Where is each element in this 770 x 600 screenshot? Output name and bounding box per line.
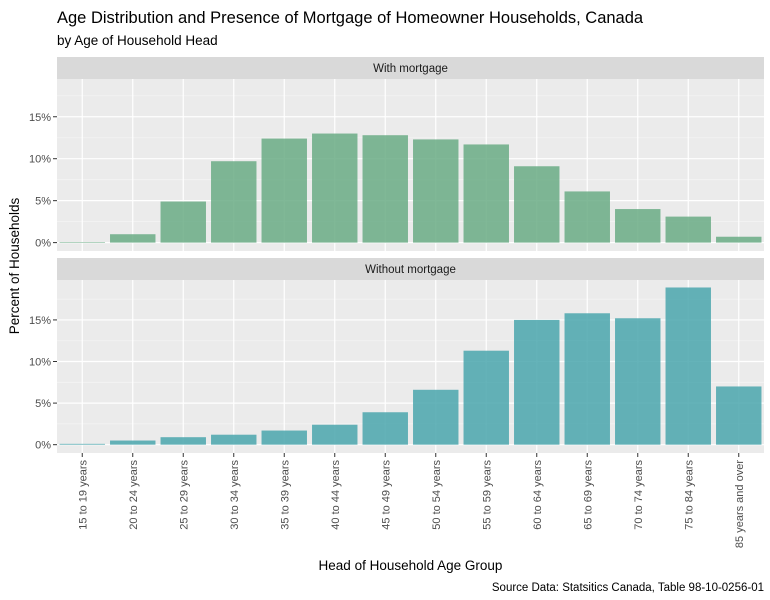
bar-55-to-59-years xyxy=(463,350,509,445)
bar-20-to-24-years xyxy=(110,234,156,243)
bar-85-years-and-over xyxy=(716,236,762,243)
bar-55-to-59-years xyxy=(463,144,509,243)
bar-50-to-54-years xyxy=(413,139,459,243)
x-axis-title: Head of Household Age Group xyxy=(319,558,503,573)
x-tick-label: 35 to 39 years xyxy=(279,460,291,530)
y-tick-label: 15% xyxy=(29,112,51,124)
y-tick-label: 5% xyxy=(35,196,51,208)
bar-65-to-69-years xyxy=(564,313,610,445)
chart-subtitle: by Age of Household Head xyxy=(57,33,218,48)
facet-strip-background xyxy=(57,258,764,280)
bar-75-to-84-years xyxy=(665,287,711,445)
bar-35-to-39-years xyxy=(261,430,307,445)
facet-strip-label: Without mortgage xyxy=(365,264,456,276)
bar-30-to-34-years xyxy=(211,161,257,243)
x-tick-label: 15 to 19 years xyxy=(77,460,89,530)
bar-25-to-29-years xyxy=(160,437,206,445)
facet-panel-without-mortgage: Without mortgage 0% 5% 10% 15% xyxy=(29,258,764,453)
y-tick-label: 15% xyxy=(29,315,51,327)
x-tick-label: 85 years and over xyxy=(734,460,746,548)
y-tick-label: 10% xyxy=(29,154,51,166)
y-tick-label: 0% xyxy=(35,238,51,250)
source-caption: Source Data: Statsitics Canada, Table 98… xyxy=(492,582,764,594)
bar-60-to-64-years xyxy=(514,319,560,445)
y-tick-label: 10% xyxy=(29,357,51,369)
bar-45-to-49-years xyxy=(362,135,408,243)
bar-15-to-19-years xyxy=(59,443,105,445)
bar-85-years-and-over xyxy=(716,386,762,445)
bar-50-to-54-years xyxy=(413,389,459,445)
bar-45-to-49-years xyxy=(362,412,408,445)
x-tick-label: 40 to 44 years xyxy=(330,460,342,530)
x-tick-label: 65 to 69 years xyxy=(582,460,594,530)
x-tick-label: 60 to 64 years xyxy=(532,460,544,530)
y-axis-ticks: 0% 5% 10% 15% xyxy=(29,112,57,250)
bar-25-to-29-years xyxy=(160,201,206,243)
x-tick-label: 50 to 54 years xyxy=(431,460,443,530)
x-tick-label: 75 to 84 years xyxy=(683,460,695,530)
bar-75-to-84-years xyxy=(665,216,711,243)
bar-40-to-44-years xyxy=(312,424,358,445)
x-tick-label: 20 to 24 years xyxy=(128,460,140,530)
bar-30-to-34-years xyxy=(211,434,257,445)
x-tick-label: 25 to 29 years xyxy=(178,460,190,530)
bar-series xyxy=(59,287,762,445)
x-tick-label: 70 to 74 years xyxy=(633,460,645,530)
x-tick-label: 30 to 34 years xyxy=(229,460,241,530)
bar-35-to-39-years xyxy=(261,138,307,243)
y-axis-ticks: 0% 5% 10% 15% xyxy=(29,315,57,452)
bar-60-to-64-years xyxy=(514,166,560,243)
facet-panel-with-mortgage: With mortgage 0% 5% 10% 15% xyxy=(29,57,764,251)
bar-40-to-44-years xyxy=(312,133,358,243)
bar-70-to-74-years xyxy=(615,318,661,445)
bar-65-to-69-years xyxy=(564,191,610,243)
bar-20-to-24-years xyxy=(110,440,156,445)
x-tick-label: 55 to 59 years xyxy=(481,460,493,530)
facet-strip-background xyxy=(57,57,764,79)
bar-15-to-19-years xyxy=(59,242,105,243)
y-tick-label: 0% xyxy=(35,440,51,452)
facet-strip-label: With mortgage xyxy=(373,63,448,75)
bar-series xyxy=(59,133,762,243)
y-axis-title: Percent of Households xyxy=(7,197,22,334)
x-tick-label: 45 to 49 years xyxy=(380,460,392,530)
bar-70-to-74-years xyxy=(615,209,661,243)
x-axis: 15 to 19 years 20 to 24 years 25 to 29 yea… xyxy=(77,453,746,548)
chart-title: Age Distribution and Presence of Mortgag… xyxy=(57,9,644,27)
y-tick-label: 5% xyxy=(35,398,51,410)
